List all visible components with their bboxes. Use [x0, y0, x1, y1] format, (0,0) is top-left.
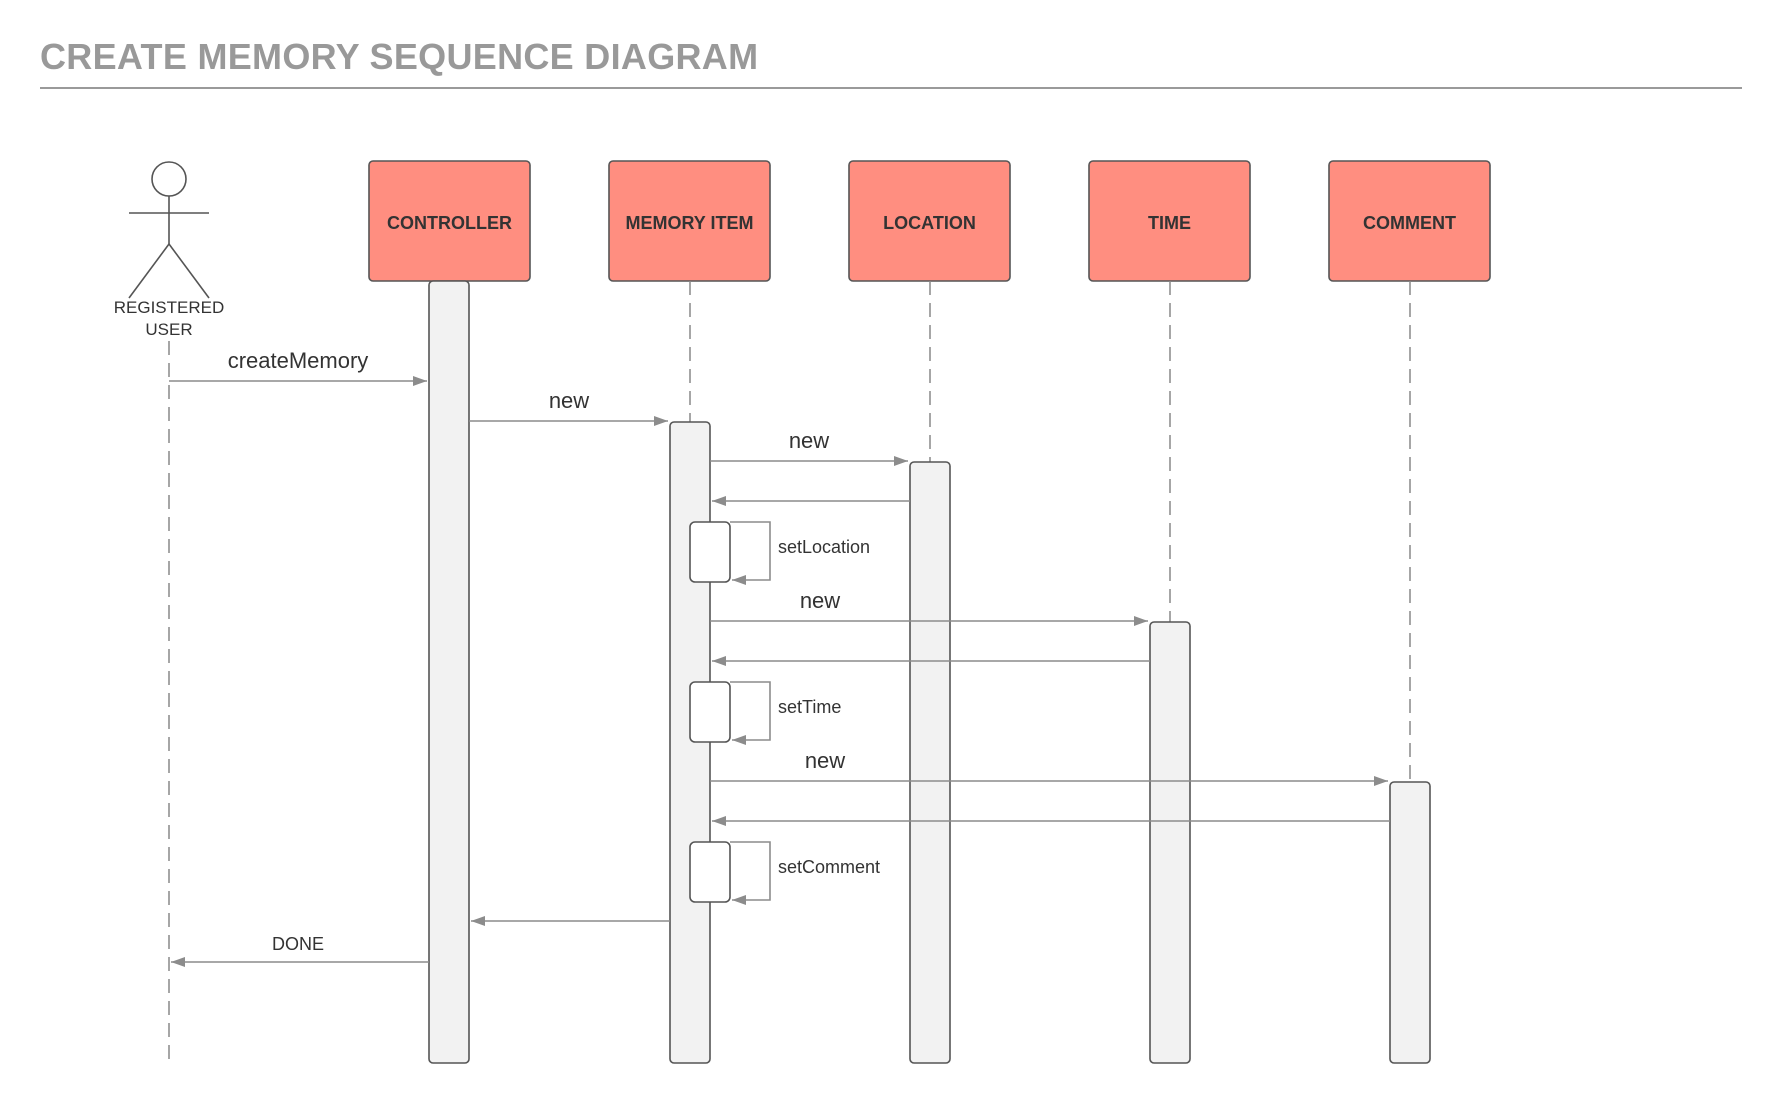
- message-new-location-label: new: [789, 428, 829, 453]
- message-new-comment-label: new: [805, 748, 845, 773]
- participant-time: TIME: [1088, 160, 1251, 282]
- actor-right-leg: [168, 243, 210, 299]
- participant-label-time: TIME: [1148, 213, 1191, 233]
- participant-label-comment: COMMENT: [1363, 213, 1456, 233]
- actor-left-leg: [128, 243, 170, 299]
- actor-head: [151, 161, 187, 197]
- participant-location: LOCATION: [848, 160, 1011, 282]
- message-create-memory-label: createMemory: [228, 348, 369, 373]
- participant-comment: COMMENT: [1328, 160, 1491, 282]
- activation-location: [909, 461, 951, 1064]
- participant-label-controller: CONTROLLER: [387, 213, 512, 233]
- self-call-set-time-arrow: [730, 681, 771, 745]
- participant-label-memory-item: MEMORY ITEM: [625, 213, 753, 233]
- actor-registered-user: REGISTERED USER: [114, 161, 225, 339]
- participant-memory-item: MEMORY ITEM: [608, 160, 771, 282]
- page-title: CREATE MEMORY SEQUENCE DIAGRAM: [40, 36, 759, 77]
- self-call-set-location-box: [689, 521, 731, 583]
- self-call-set-comment-box: [689, 841, 731, 903]
- self-call-set-comment-label: setComment: [778, 857, 880, 877]
- self-call-set-time-box: [689, 681, 731, 743]
- self-call-set-time-label: setTime: [778, 697, 841, 717]
- participant-controller: CONTROLLER: [368, 160, 531, 282]
- self-call-set-location-arrow: [730, 521, 771, 585]
- actor-label-line1: REGISTERED: [114, 298, 225, 317]
- message-done-label: DONE: [272, 934, 324, 954]
- message-new-memory-item-label: new: [549, 388, 589, 413]
- participant-label-location: LOCATION: [883, 213, 976, 233]
- activation-controller: [428, 280, 470, 1064]
- activation-time: [1149, 621, 1191, 1064]
- actor-label-line2: USER: [145, 320, 192, 339]
- message-new-time-label: new: [800, 588, 840, 613]
- activation-comment: [1389, 781, 1431, 1064]
- self-call-set-comment-arrow: [730, 841, 771, 905]
- self-call-set-location-label: setLocation: [778, 537, 870, 557]
- title-divider: [40, 87, 1742, 89]
